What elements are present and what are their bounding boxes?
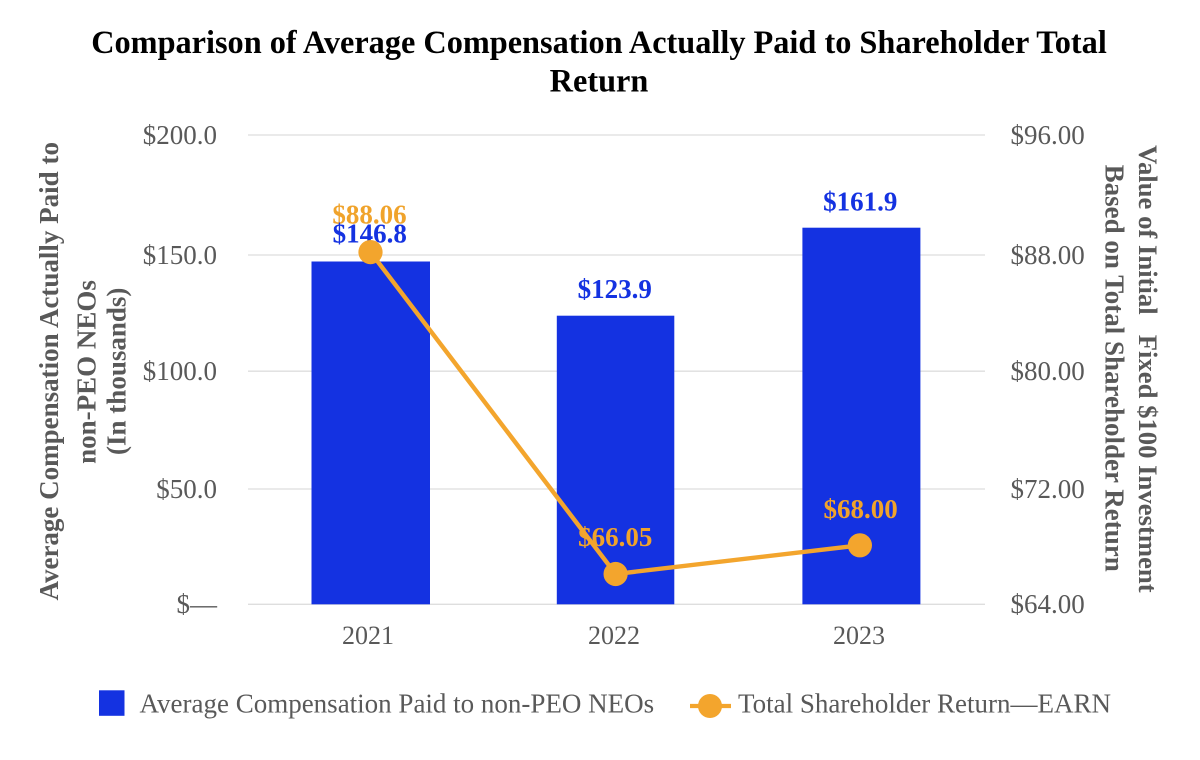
svg-text:$150.0: $150.0 [143,240,217,270]
svg-text:$64.00: $64.00 [1011,589,1085,619]
svg-text:non-PEO NEOs: non-PEO NEOs [72,280,102,464]
svg-text:Average Compensation Actually: Average Compensation Actually Paid to [34,142,64,600]
svg-text:Average Compensation Paid to n: Average Compensation Paid to non-PEO NEO… [140,689,655,719]
svg-text:$68.00: $68.00 [823,494,897,524]
svg-text:2021: 2021 [342,621,394,650]
svg-text:$123.9: $123.9 [578,274,652,304]
svg-text:$88.00: $88.00 [1011,240,1085,270]
svg-text:$96.00: $96.00 [1011,120,1085,150]
svg-text:Based on Total Shareholder Ret: Based on Total Shareholder Return [1100,165,1130,572]
svg-text:$161.9: $161.9 [823,187,897,217]
svg-text:$—: $— [177,589,219,619]
svg-text:Comparison of Average Compensa: Comparison of Average Compensation Actua… [91,24,1107,60]
svg-text:(In thousands): (In thousands) [101,288,131,455]
svg-text:$100.0: $100.0 [143,356,217,386]
svg-text:$72.00: $72.00 [1011,474,1085,504]
svg-text:$50.0: $50.0 [156,474,217,504]
svg-text:$66.05: $66.05 [578,522,652,552]
svg-text:2022: 2022 [588,621,640,650]
svg-text:$80.00: $80.00 [1011,356,1085,386]
svg-text:Return: Return [550,63,649,99]
svg-text:2023: 2023 [833,621,885,650]
svg-text:$88.06: $88.06 [332,200,406,230]
svg-text:Total Shareholder Return—EARN: Total Shareholder Return—EARN [738,689,1111,719]
svg-text:Value of Initial Fixed $100: Value of Initial Fixed $100 Investment [1133,145,1163,593]
svg-text:$200.0: $200.0 [143,120,217,150]
